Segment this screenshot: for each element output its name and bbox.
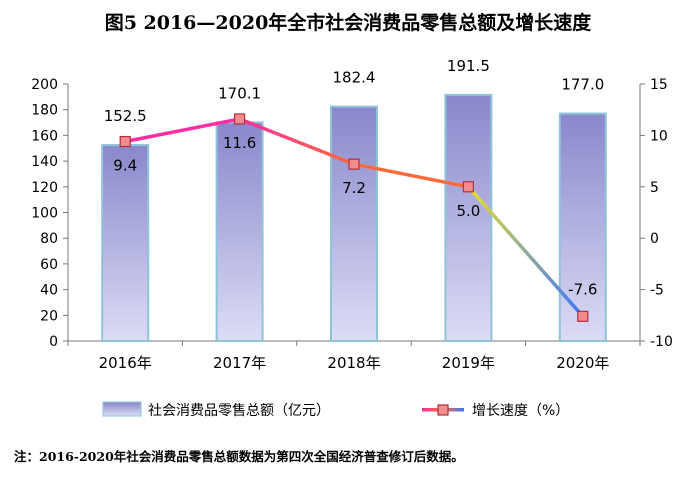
bar-value-label: 191.5 bbox=[447, 57, 490, 75]
growth-value-label: 9.4 bbox=[113, 157, 137, 175]
growth-value-label: 7.2 bbox=[342, 179, 366, 197]
legend-bar-swatch bbox=[102, 401, 142, 417]
growth-line-segment bbox=[352, 162, 471, 189]
left-axis-tick-label: 180 bbox=[31, 103, 58, 119]
left-axis-tick-label: 0 bbox=[49, 334, 58, 350]
legend-bar-label: 社会消费品零售总额（亿元） bbox=[148, 403, 330, 419]
x-axis-category-label: 2017年 bbox=[213, 354, 266, 372]
growth-point-marker bbox=[348, 158, 360, 170]
growth-value-label: 11.6 bbox=[223, 134, 256, 152]
bar-value-label: 170.1 bbox=[218, 84, 261, 102]
bar-retail-sales bbox=[558, 112, 607, 343]
footnote: 注：2016-2020年社会消费品零售总额数据为第四次全国经济普查修订后数据。 bbox=[14, 449, 464, 464]
growth-point-marker bbox=[119, 135, 131, 148]
right-axis-tick-label: 5 bbox=[650, 180, 659, 196]
growth-value-label: 5.0 bbox=[456, 202, 480, 220]
growth-line-segment bbox=[237, 117, 356, 166]
left-axis-tick-label: 120 bbox=[31, 180, 58, 196]
left-axis-tick-label: 140 bbox=[31, 154, 58, 170]
growth-point-marker bbox=[234, 113, 246, 125]
bar-retail-sales bbox=[215, 121, 264, 343]
bar-retail-sales bbox=[101, 144, 150, 342]
legend-line-marker bbox=[437, 404, 449, 416]
right-axis-tick-label: 10 bbox=[650, 128, 668, 144]
left-axis-tick-label: 160 bbox=[31, 128, 58, 144]
legend-line-label: 增长速度（%） bbox=[472, 403, 569, 419]
chart-title: 图5 2016—2020年全市社会消费品零售总额及增长速度 bbox=[104, 12, 592, 34]
x-axis-category-label: 2020年 bbox=[556, 354, 609, 372]
bar-value-label: 177.0 bbox=[561, 76, 604, 94]
bar-value-label: 182.4 bbox=[333, 69, 376, 87]
left-axis-tick-label: 40 bbox=[40, 283, 58, 299]
left-axis-tick-label: 80 bbox=[40, 231, 58, 247]
left-axis-tick-label: 200 bbox=[31, 77, 58, 93]
right-axis-tick-label: 0 bbox=[650, 231, 659, 247]
growth-point-marker bbox=[577, 310, 589, 322]
right-axis-tick-label: 15 bbox=[650, 77, 668, 93]
left-axis-tick-label: 20 bbox=[40, 308, 58, 324]
x-axis-category-label: 2018年 bbox=[327, 354, 380, 372]
growth-line-segment bbox=[123, 117, 242, 144]
left-axis-tick-label: 60 bbox=[40, 257, 58, 273]
left-axis-tick-label: 100 bbox=[31, 206, 58, 222]
growth-line-segment bbox=[466, 185, 585, 319]
bar-value-label: 152.5 bbox=[104, 107, 147, 125]
x-axis-category-label: 2019年 bbox=[442, 354, 495, 372]
bar-retail-sales bbox=[444, 93, 493, 342]
growth-value-label: -7.6 bbox=[568, 280, 597, 298]
growth-point-marker bbox=[462, 181, 474, 193]
x-axis-category-label: 2016年 bbox=[99, 354, 152, 372]
bar-retail-sales bbox=[330, 105, 378, 342]
right-axis-tick-label: -10 bbox=[650, 334, 673, 350]
right-axis-tick-label: -5 bbox=[650, 283, 664, 299]
